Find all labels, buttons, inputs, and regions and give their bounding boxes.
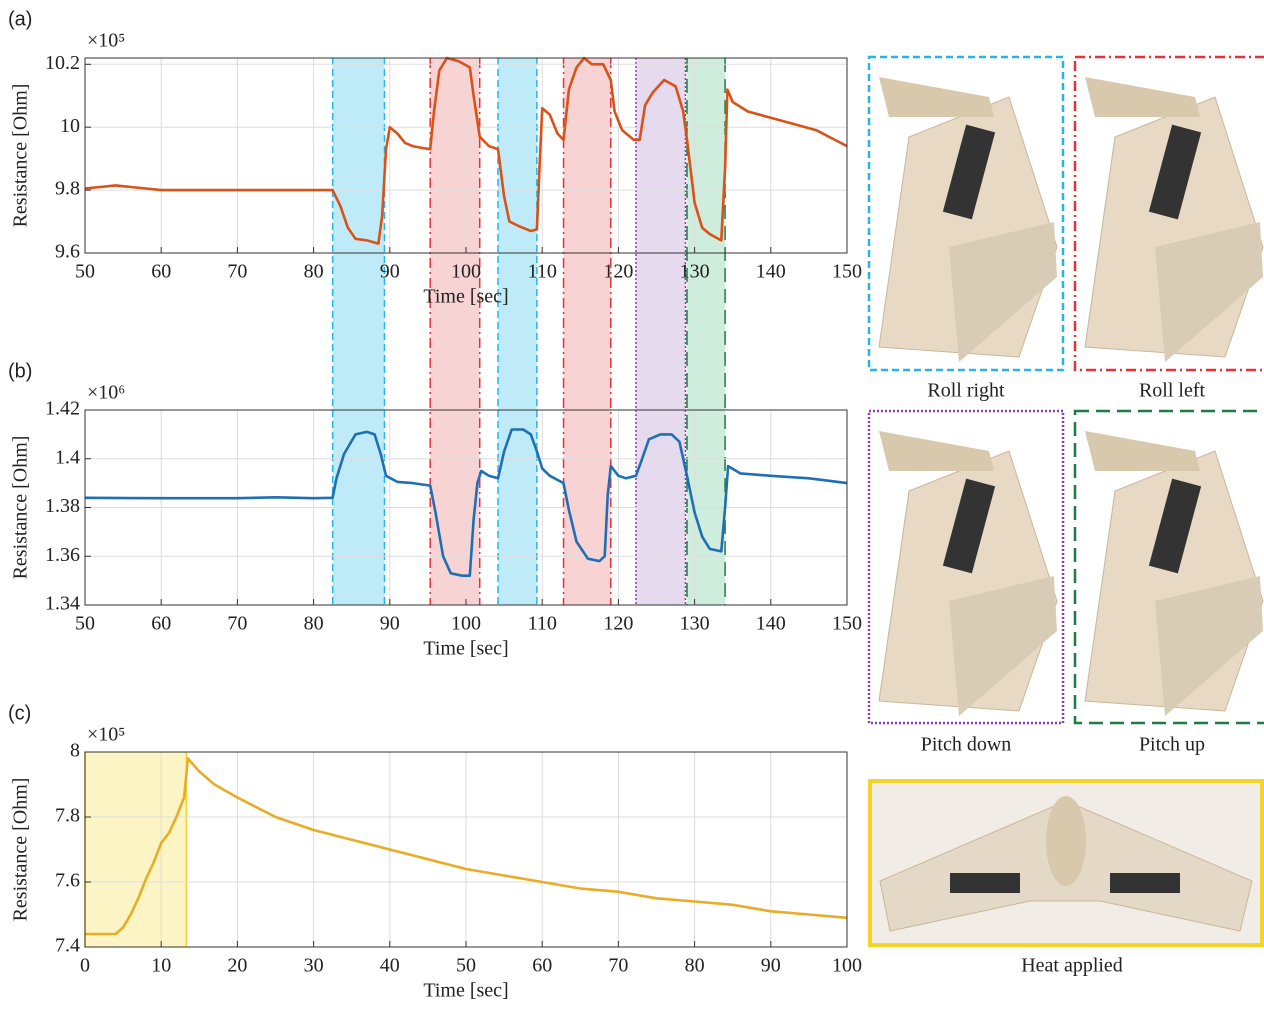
x-tick-label: 20: [227, 955, 247, 977]
photo-caption: Pitch down: [921, 734, 1012, 756]
y-multiplier: ×10⁶: [87, 382, 125, 404]
y-tick-label: 7.4: [55, 935, 80, 957]
x-tick-label: 120: [603, 261, 633, 283]
y-tick-label: 10: [60, 115, 80, 137]
x-tick-label: 120: [603, 613, 633, 635]
figure: 50607080901001101201301401509.69.81010.2…: [0, 0, 1264, 1010]
y-tick-label: 1.38: [45, 495, 80, 517]
x-tick-label: 150: [832, 613, 862, 635]
x-tick-label: 150: [832, 261, 862, 283]
x-tick-label: 70: [227, 261, 247, 283]
photo-caption: Heat applied: [1021, 955, 1123, 977]
x-tick-label: 100: [451, 613, 481, 635]
x-tick-label: 70: [608, 955, 628, 977]
x-tick-label: 10: [151, 955, 171, 977]
sensor-pattern: [1110, 873, 1180, 893]
x-tick-label: 30: [304, 955, 324, 977]
sensor-pattern: [950, 873, 1020, 893]
y-tick-label: 7.6: [55, 870, 80, 892]
x-tick-label: 90: [761, 955, 781, 977]
x-tick-label: 130: [680, 613, 710, 635]
y-tick-label: 1.42: [45, 398, 80, 420]
panel-label: (c): [8, 702, 31, 724]
fuselage: [1046, 796, 1086, 886]
x-tick-label: 140: [756, 613, 786, 635]
photo-caption: Pitch up: [1139, 734, 1205, 756]
x-tick-label: 60: [532, 955, 552, 977]
fuselage: [1085, 77, 1200, 117]
y-tick-label: 1.4: [55, 446, 80, 468]
x-tick-label: 100: [451, 261, 481, 283]
x-axis-label: Time [sec]: [423, 980, 508, 1002]
y-tick-label: 9.8: [55, 178, 80, 200]
x-tick-label: 90: [380, 261, 400, 283]
y-multiplier: ×10⁵: [87, 30, 125, 52]
x-tick-label: 40: [380, 955, 400, 977]
y-axis-label: Resistance [Ohm]: [10, 436, 32, 580]
x-tick-label: 140: [756, 261, 786, 283]
x-tick-label: 110: [528, 613, 557, 635]
fuselage: [879, 431, 994, 471]
y-multiplier: ×10⁵: [87, 724, 125, 746]
panel-label: (b): [8, 360, 32, 382]
y-axis-label: Resistance [Ohm]: [10, 84, 32, 228]
x-tick-label: 50: [75, 613, 95, 635]
highlight-region: [498, 58, 537, 605]
x-tick-label: 80: [304, 613, 324, 635]
y-axis-label: Resistance [Ohm]: [10, 778, 32, 922]
x-tick-label: 80: [304, 261, 324, 283]
x-tick-label: 130: [680, 261, 710, 283]
x-axis-label: Time [sec]: [423, 638, 508, 660]
x-tick-label: 90: [380, 613, 400, 635]
x-tick-label: 50: [75, 261, 95, 283]
highlight-region: [333, 58, 385, 605]
x-tick-label: 100: [832, 955, 862, 977]
y-tick-label: 7.8: [55, 805, 80, 827]
highlight-region: [85, 752, 186, 947]
y-tick-label: 1.36: [45, 544, 80, 566]
highlight-region: [636, 58, 686, 605]
highlight-region: [564, 58, 611, 605]
y-tick-label: 1.34: [45, 593, 80, 615]
x-tick-label: 60: [151, 261, 171, 283]
x-tick-label: 0: [80, 955, 90, 977]
x-axis-label: Time [sec]: [423, 286, 508, 308]
fuselage: [1085, 431, 1200, 471]
photo-caption: Roll left: [1139, 380, 1206, 402]
fuselage: [879, 77, 994, 117]
highlight-region: [687, 58, 725, 605]
y-tick-label: 10.2: [45, 52, 80, 74]
y-tick-label: 9.6: [55, 241, 80, 263]
x-tick-label: 110: [528, 261, 557, 283]
x-tick-label: 60: [151, 613, 171, 635]
x-tick-label: 80: [685, 955, 705, 977]
y-tick-label: 8: [70, 740, 80, 762]
panel-label: (a): [8, 8, 32, 30]
photo-caption: Roll right: [927, 380, 1005, 402]
x-tick-label: 50: [456, 955, 476, 977]
x-tick-label: 70: [227, 613, 247, 635]
